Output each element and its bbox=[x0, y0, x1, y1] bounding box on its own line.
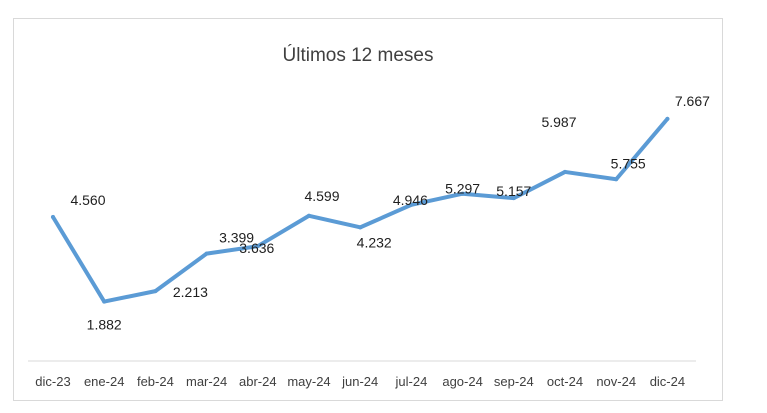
data-point bbox=[409, 202, 414, 207]
data-label: 1.882 bbox=[87, 317, 122, 333]
data-label: 5.297 bbox=[445, 181, 480, 197]
x-tick-label: dic-23 bbox=[35, 374, 70, 389]
chart-title: Últimos 12 meses bbox=[282, 45, 434, 66]
x-tick-label: ene-24 bbox=[84, 374, 124, 389]
data-label: 5.755 bbox=[611, 155, 646, 171]
chart-frame: Últimos 12 meses bbox=[13, 18, 723, 401]
data-point bbox=[358, 225, 363, 230]
data-point bbox=[204, 251, 209, 256]
x-tick-label: nov-24 bbox=[596, 374, 636, 389]
x-tick-label: oct-24 bbox=[547, 374, 583, 389]
x-tick-label: mar-24 bbox=[186, 374, 227, 389]
data-label: 4.946 bbox=[393, 192, 428, 208]
data-label: 5.987 bbox=[541, 114, 576, 130]
data-point bbox=[614, 177, 619, 182]
x-tick-label: abr-24 bbox=[239, 374, 277, 389]
data-label: 2.213 bbox=[173, 284, 208, 300]
x-tick-label: may-24 bbox=[287, 374, 330, 389]
x-tick-label: jun-24 bbox=[341, 374, 378, 389]
data-label: 5.157 bbox=[496, 183, 531, 199]
x-tick-label: feb-24 bbox=[137, 374, 174, 389]
data-point bbox=[665, 116, 670, 121]
data-label: 4.232 bbox=[357, 234, 392, 250]
x-tick-label: jul-24 bbox=[395, 374, 428, 389]
data-point bbox=[51, 215, 55, 219]
x-tick-label: dic-24 bbox=[650, 374, 685, 389]
x-tick-label: ago-24 bbox=[442, 374, 482, 389]
data-point bbox=[511, 196, 516, 201]
data-point bbox=[153, 289, 158, 294]
x-tick-label: sep-24 bbox=[494, 374, 534, 389]
data-point bbox=[563, 169, 567, 174]
series-line bbox=[51, 116, 670, 304]
data-label: 7.667 bbox=[675, 93, 710, 109]
data-point bbox=[255, 244, 260, 249]
data-point bbox=[102, 299, 107, 304]
data-label: 3.399 bbox=[219, 230, 254, 246]
data-label: 4.560 bbox=[70, 192, 105, 208]
data-label: 4.599 bbox=[304, 188, 339, 204]
data-label: 3.636 bbox=[239, 240, 274, 256]
data-point bbox=[460, 191, 465, 196]
data-point bbox=[307, 213, 311, 218]
